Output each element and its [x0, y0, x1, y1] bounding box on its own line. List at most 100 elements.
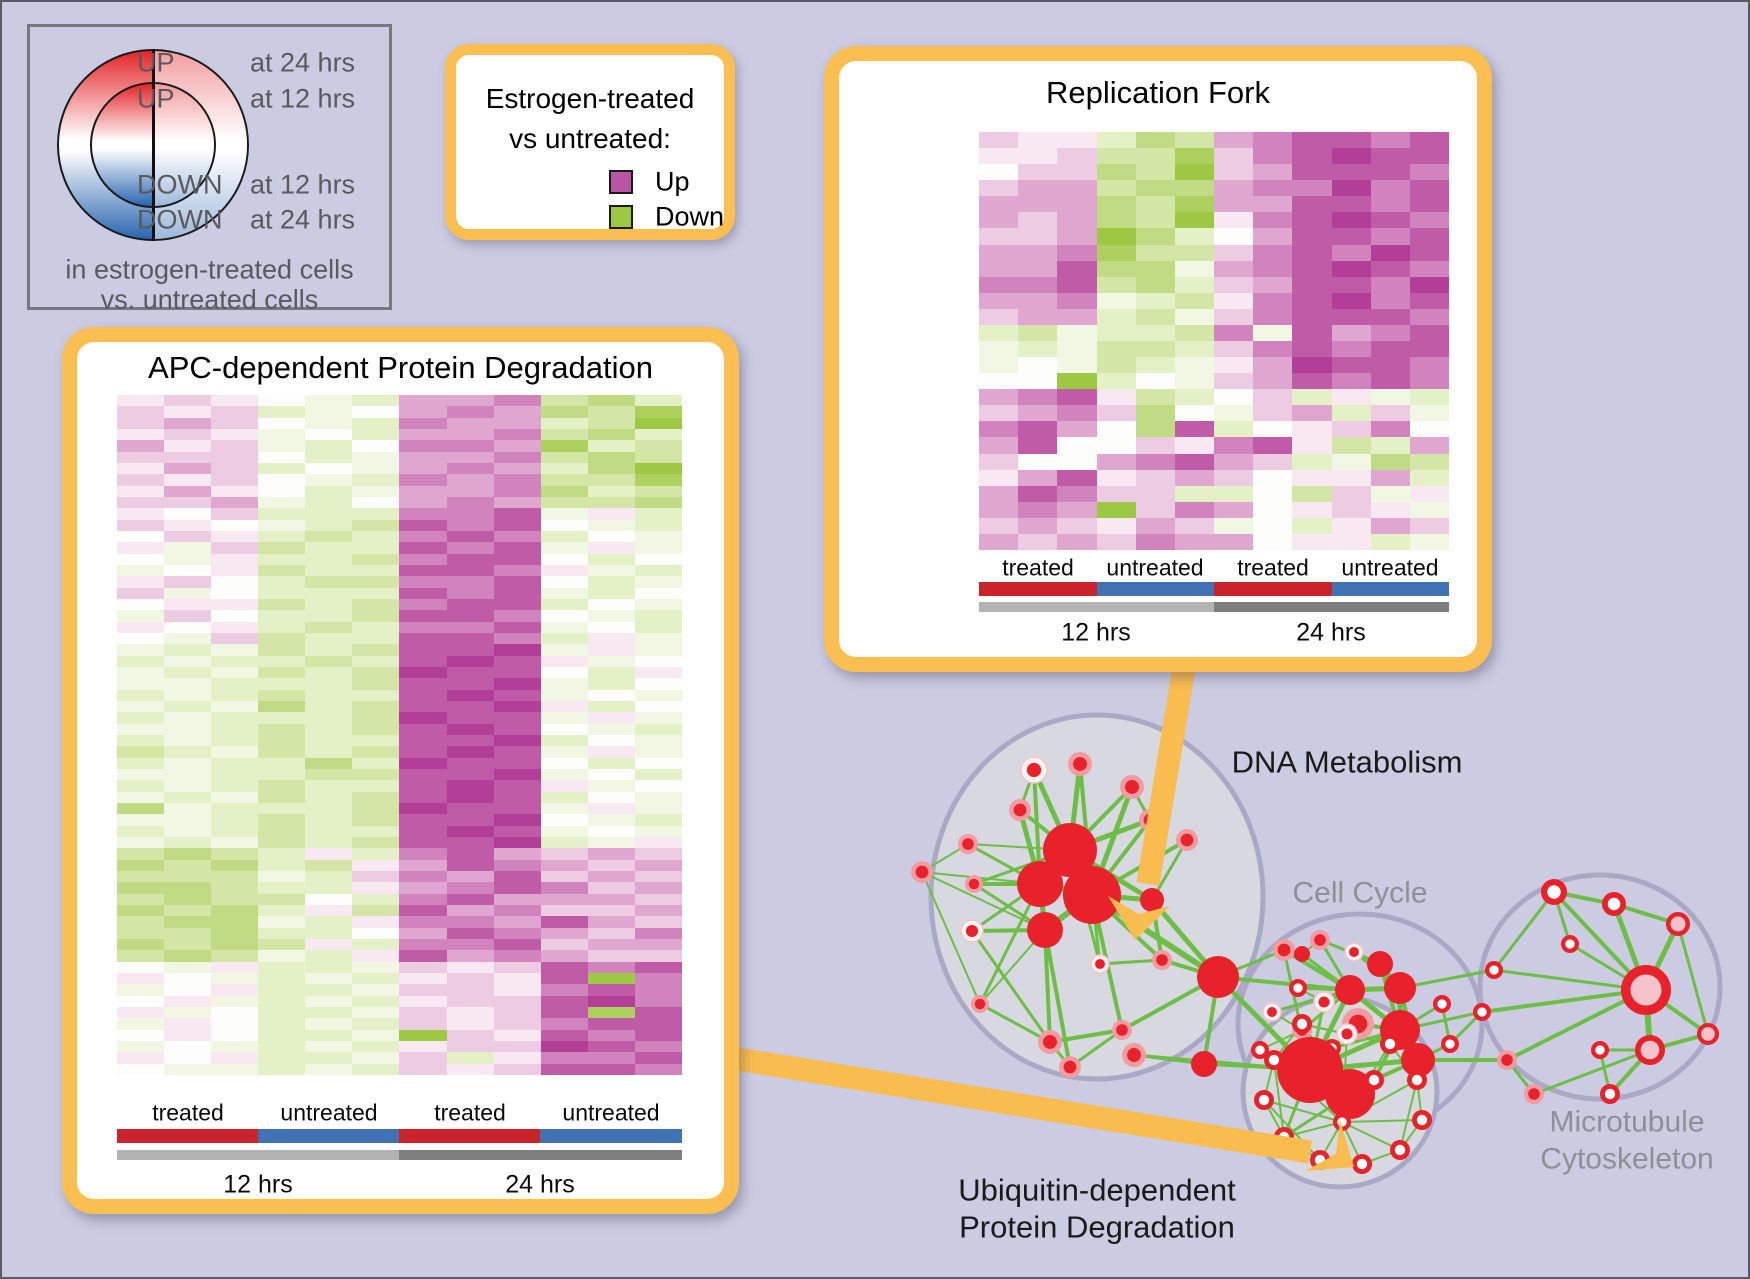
network-edge: [1282, 948, 1352, 992]
network-edge: [1532, 1048, 1652, 1096]
gene-node-ring: [1352, 1154, 1372, 1174]
network-edge: [1568, 942, 1648, 992]
network-edge: [1307, 987, 1353, 1073]
gene-node-core: [1565, 939, 1575, 949]
cluster-label: Cytoskeleton: [1540, 1143, 1713, 1176]
gene-node-whiterim: [1262, 1002, 1282, 1022]
network-edge: [972, 848, 1072, 886]
network-edge: [1676, 922, 1710, 1036]
gene-node-ring: [1433, 995, 1451, 1013]
gene-node-rim: [1059, 1056, 1081, 1078]
apc-heatmap-grid: [117, 395, 682, 1075]
network-edge: [1598, 1048, 1612, 1096]
network-edge: [1389, 1043, 1418, 1081]
network-edge: [1552, 890, 1648, 992]
network-edge: [1282, 1092, 1352, 1139]
gene-node-ring: [1473, 1003, 1491, 1021]
inner-circle-muted-half: [153, 84, 214, 206]
cluster-microtubule: [1477, 872, 1723, 1102]
network-edge: [1283, 1121, 1343, 1138]
network-edge: [1416, 1079, 1423, 1121]
updown-gradient-legend: UP at 24 hrs UP at 12 hrs DOWN at 12 hrs…: [27, 24, 392, 315]
network-edge: [1399, 1079, 1418, 1151]
network-edge: [970, 928, 1047, 933]
network-edge: [1037, 847, 1073, 887]
gene-node-core: [1043, 1035, 1057, 1049]
network-edge: [1398, 1010, 1484, 1032]
apc-untreated-bar-12: [258, 1129, 399, 1143]
network-edge: [1149, 897, 1221, 980]
gene-node-core: [1073, 757, 1087, 771]
network-edge: [1067, 847, 1155, 903]
gene-node-ring: [1274, 1127, 1294, 1147]
network-edge: [1271, 1011, 1303, 1031]
rf-untreated-bar-24: [1332, 582, 1449, 596]
gene-node-core: [1384, 1038, 1396, 1050]
gene-node-solid: [1294, 946, 1310, 962]
network-edge: [1098, 958, 1164, 966]
apc-group-label-2: untreated: [280, 1099, 378, 1126]
network-edge: [1352, 950, 1382, 966]
gene-node-pinkring: [1621, 965, 1671, 1015]
gene-node-core: [1278, 1131, 1290, 1143]
rf-group-label-1: treated: [1002, 554, 1074, 581]
network-edge: [1330, 1028, 1402, 1050]
network-edge: [1068, 848, 1102, 966]
network-edge: [1318, 938, 1352, 992]
gene-node-core: [1416, 1114, 1428, 1126]
network-edge: [1273, 1059, 1343, 1123]
network-edge: [1150, 898, 1164, 962]
network-edge: [1043, 928, 1072, 1069]
network-edge: [1492, 968, 1648, 992]
gene-node-core: [1296, 1024, 1308, 1036]
gene-node-core: [1327, 1043, 1337, 1053]
apc-treated-bar-24: [399, 1129, 540, 1143]
network-edge: [967, 843, 1071, 851]
gene-node-core: [1701, 1027, 1715, 1041]
network-edge: [1282, 948, 1312, 1072]
gene-node-core: [1411, 1074, 1423, 1086]
gene-node-rim: [1310, 930, 1330, 950]
replication-fork-heatmap-panel: Replication Fork treated untreated treat…: [824, 46, 1492, 672]
gene-node-core: [1180, 833, 1194, 847]
network-edge: [1643, 987, 1653, 1053]
rf-12hrs-label: 12 hrs: [1061, 618, 1131, 647]
gene-node-whiterim: [1090, 954, 1110, 974]
network-edge: [1273, 1023, 1303, 1061]
network-edge: [1341, 1079, 1418, 1123]
gene-node-core: [1437, 999, 1447, 1009]
network-edge: [1160, 958, 1220, 979]
gene-node-solid: [1017, 861, 1063, 907]
gene-node-core: [1349, 947, 1359, 957]
gene-node-rim: [971, 995, 989, 1013]
gene-node-core: [1670, 916, 1686, 932]
rf-untreated-bar-12: [1097, 582, 1214, 596]
network-edge: [1133, 1054, 1205, 1065]
gene-node-ring: [1333, 1113, 1351, 1131]
gene-node-core: [1063, 1060, 1077, 1074]
gene-node-core: [1296, 1018, 1308, 1030]
cluster-label: Cell Cycle: [1292, 877, 1427, 910]
cluster-label: Microtubule: [1549, 1106, 1704, 1139]
gene-node-core: [965, 924, 979, 938]
gene-node-core: [1630, 974, 1662, 1006]
gene-node-core: [1095, 959, 1105, 969]
network-edge: [1132, 1053, 1312, 1072]
gene-node-solid: [1401, 1043, 1435, 1077]
gene-node-solid: [1063, 866, 1121, 924]
network-edge: [1032, 768, 1042, 886]
legend-time-24up: at 24 hrs: [250, 47, 356, 78]
gene-node-ring: [1441, 1035, 1459, 1053]
network-edge: [1341, 1119, 1423, 1123]
network-edge: [1018, 808, 1072, 852]
cluster-dna-metabolism: [928, 712, 1266, 1082]
apc-group-label-1: treated: [152, 1099, 224, 1126]
gene-node-core: [1268, 1054, 1280, 1066]
network-edge: [1270, 988, 1352, 1014]
gene-node-rim: [1068, 752, 1092, 776]
network-edge: [1037, 881, 1095, 898]
cluster-ubiquitin: [1240, 994, 1440, 1190]
network-edge: [1397, 1027, 1421, 1063]
network-edge: [979, 929, 1046, 1005]
network-edge: [1042, 892, 1095, 933]
